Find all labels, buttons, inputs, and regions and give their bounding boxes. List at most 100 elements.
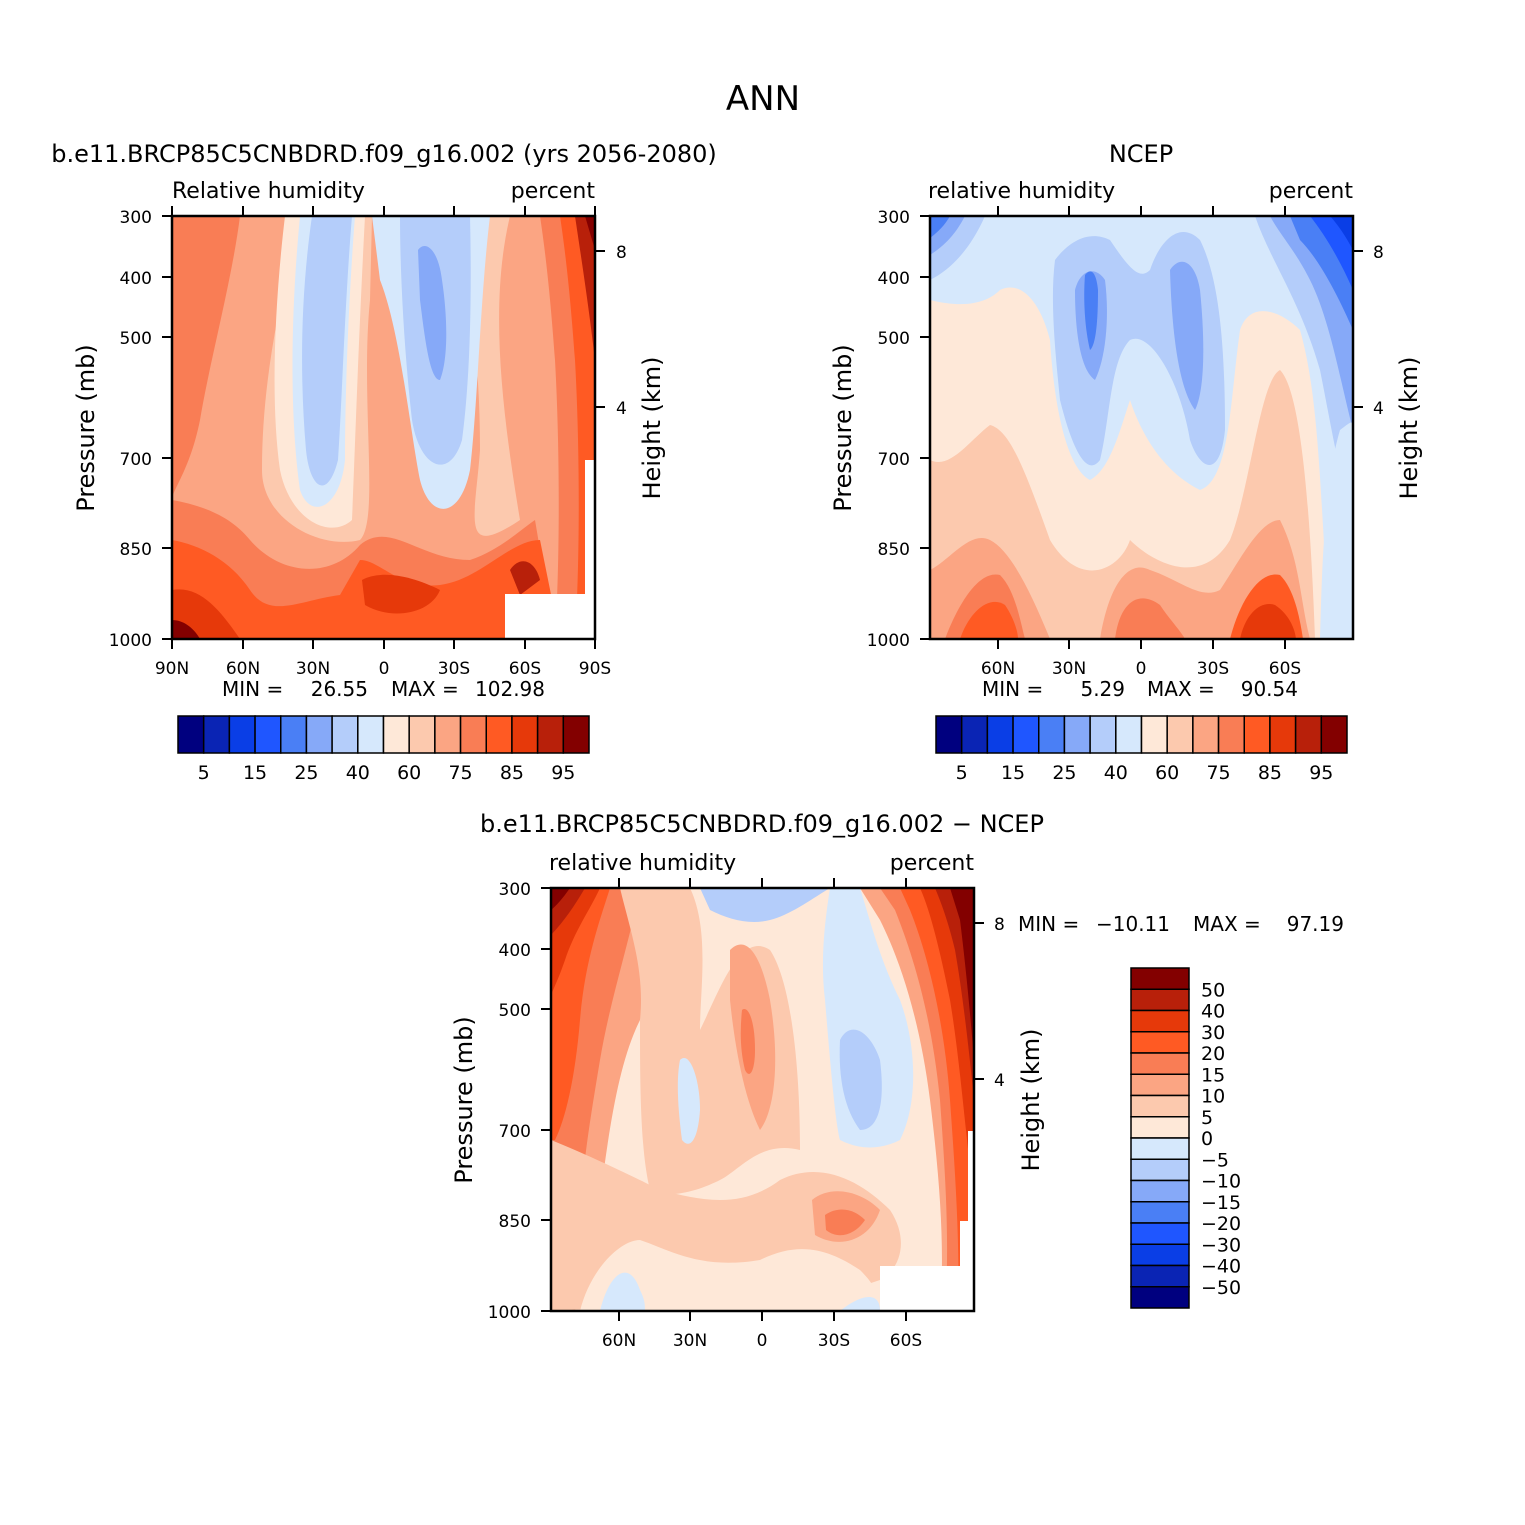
panel-left-label: relative humidity — [928, 179, 1115, 204]
x-tick-label: 60N — [226, 659, 260, 679]
x-tick-label: 0 — [379, 659, 390, 679]
min-value: −10.11 — [1096, 912, 1170, 936]
y-right-axis-label: Height (km) — [1017, 1029, 1045, 1172]
colorbar-swatch — [1217, 715, 1245, 754]
colorbar-swatch — [960, 715, 989, 754]
y-right-tick-label: 4 — [1373, 399, 1384, 419]
x-tick-label: 30S — [818, 1331, 850, 1351]
y-right-tick-label: 8 — [1373, 243, 1384, 263]
colorbar-swatch — [434, 715, 462, 754]
y-tick-label: 700 — [499, 1122, 531, 1142]
colorbar-swatch — [1130, 1243, 1190, 1267]
min-value: 26.55 — [311, 677, 368, 701]
colorbar-label: 5 — [956, 762, 968, 784]
colorbar-swatch — [1269, 715, 1297, 754]
colorbar-swatch — [1089, 715, 1117, 754]
colorbar-label: 95 — [551, 762, 575, 784]
y-right-tick-label: 8 — [616, 243, 627, 263]
colorbar-swatch — [1130, 1264, 1190, 1288]
colorbar-label: 20 — [1201, 1043, 1225, 1065]
y-right-tick-label: 4 — [994, 1071, 1005, 1091]
max-label: MAX = — [1147, 677, 1215, 701]
colorbar-swatch — [280, 715, 308, 754]
contour-field — [551, 888, 974, 1311]
panel-title: NCEP — [1109, 140, 1173, 168]
axis-ticks — [920, 206, 1363, 649]
y-tick-label: 500 — [120, 329, 152, 349]
axis-ticks — [162, 206, 605, 649]
colorbar-label: 40 — [1104, 762, 1128, 784]
colorbar-swatch — [382, 715, 410, 754]
colorbar: 5 15 25 40 60 75 85 95 — [935, 715, 1348, 784]
colorbar-label: 85 — [500, 762, 524, 784]
axis-ticks — [541, 878, 984, 1321]
colorbar-swatch — [1320, 715, 1348, 754]
colorbar-label: 5 — [1201, 1107, 1213, 1129]
max-value: 90.54 — [1241, 677, 1298, 701]
contour-field — [172, 216, 595, 639]
y-tick-label: 400 — [120, 269, 152, 289]
colorbar-label: −20 — [1201, 1213, 1241, 1235]
panel-right-label: percent — [511, 179, 596, 204]
colorbar-swatch — [1130, 1201, 1190, 1224]
panel-left-label: relative humidity — [549, 851, 736, 876]
colorbar-swatch — [1130, 1031, 1190, 1054]
y-tick-label: 500 — [499, 1001, 531, 1021]
colorbar-swatch — [202, 715, 231, 754]
colorbar-swatch — [536, 715, 565, 754]
colorbar-label: −5 — [1201, 1149, 1229, 1171]
y-axis-label: Pressure (mb) — [829, 344, 857, 511]
y-right-tick-label: 8 — [994, 915, 1005, 935]
panel-left-label: Relative humidity — [172, 179, 365, 204]
x-tick-label: 90N — [155, 659, 189, 679]
colorbar-label: −50 — [1201, 1277, 1241, 1299]
colorbar-label: −40 — [1201, 1256, 1241, 1278]
y-tick-label: 700 — [120, 450, 152, 470]
colorbar-swatch — [1130, 1179, 1190, 1203]
y-tick-label: 400 — [499, 941, 531, 961]
y-tick-label: 850 — [120, 540, 152, 560]
figure-title: ANN — [726, 79, 800, 119]
colorbar-label: 60 — [1155, 762, 1179, 784]
max-label: MAX = — [391, 677, 459, 701]
max-label: MAX = — [1193, 912, 1261, 936]
colorbar-swatch — [459, 715, 487, 754]
colorbar-swatch — [1130, 1222, 1190, 1245]
colorbar-swatch — [1243, 715, 1271, 754]
colorbar-label: 60 — [397, 762, 421, 784]
colorbar-label: 40 — [346, 762, 370, 784]
colorbar-swatch — [1012, 715, 1040, 754]
colorbar-swatch — [1130, 1158, 1190, 1182]
colorbar-label: 85 — [1258, 762, 1282, 784]
x-tick-label: 0 — [1136, 659, 1147, 679]
y-tick-label: 1000 — [867, 631, 910, 651]
y-tick-label: 300 — [120, 208, 152, 228]
contour-field — [930, 216, 1353, 639]
colorbar-label: 50 — [1201, 979, 1225, 1001]
colorbar-label: 75 — [448, 762, 472, 784]
y-right-axis-label: Height (km) — [1395, 357, 1423, 500]
y-axis-label: Pressure (mb) — [72, 344, 100, 511]
colorbar-swatch — [1130, 1094, 1190, 1118]
x-tick-label: 30N — [1052, 659, 1086, 679]
colorbar-swatch — [1130, 1073, 1190, 1097]
x-tick-label: 60S — [509, 659, 541, 679]
colorbar-swatch — [1130, 1286, 1190, 1309]
x-tick-label: 30N — [296, 659, 330, 679]
colorbar-label: −10 — [1201, 1171, 1241, 1193]
colorbar-swatch — [935, 715, 963, 754]
y-tick-label: 700 — [878, 450, 910, 470]
colorbar-label: 10 — [1201, 1086, 1225, 1108]
panel-title: b.e11.BRCP85C5CNBDRD.f09_g16.002 − NCEP — [480, 810, 1044, 838]
y-tick-label: 1000 — [488, 1303, 531, 1323]
panel-right-label: percent — [1269, 179, 1354, 204]
colorbar-swatch — [1130, 1009, 1190, 1033]
colorbar-swatch — [1140, 715, 1168, 754]
x-tick-label: 60S — [1269, 659, 1301, 679]
panel-ncep: NCEP relative humidity percent — [829, 140, 1423, 784]
colorbar-label: 15 — [1201, 1064, 1225, 1086]
colorbar-label: 40 — [1201, 1001, 1225, 1023]
y-right-axis-label: Height (km) — [638, 357, 666, 500]
colorbar-label: 15 — [1001, 762, 1025, 784]
